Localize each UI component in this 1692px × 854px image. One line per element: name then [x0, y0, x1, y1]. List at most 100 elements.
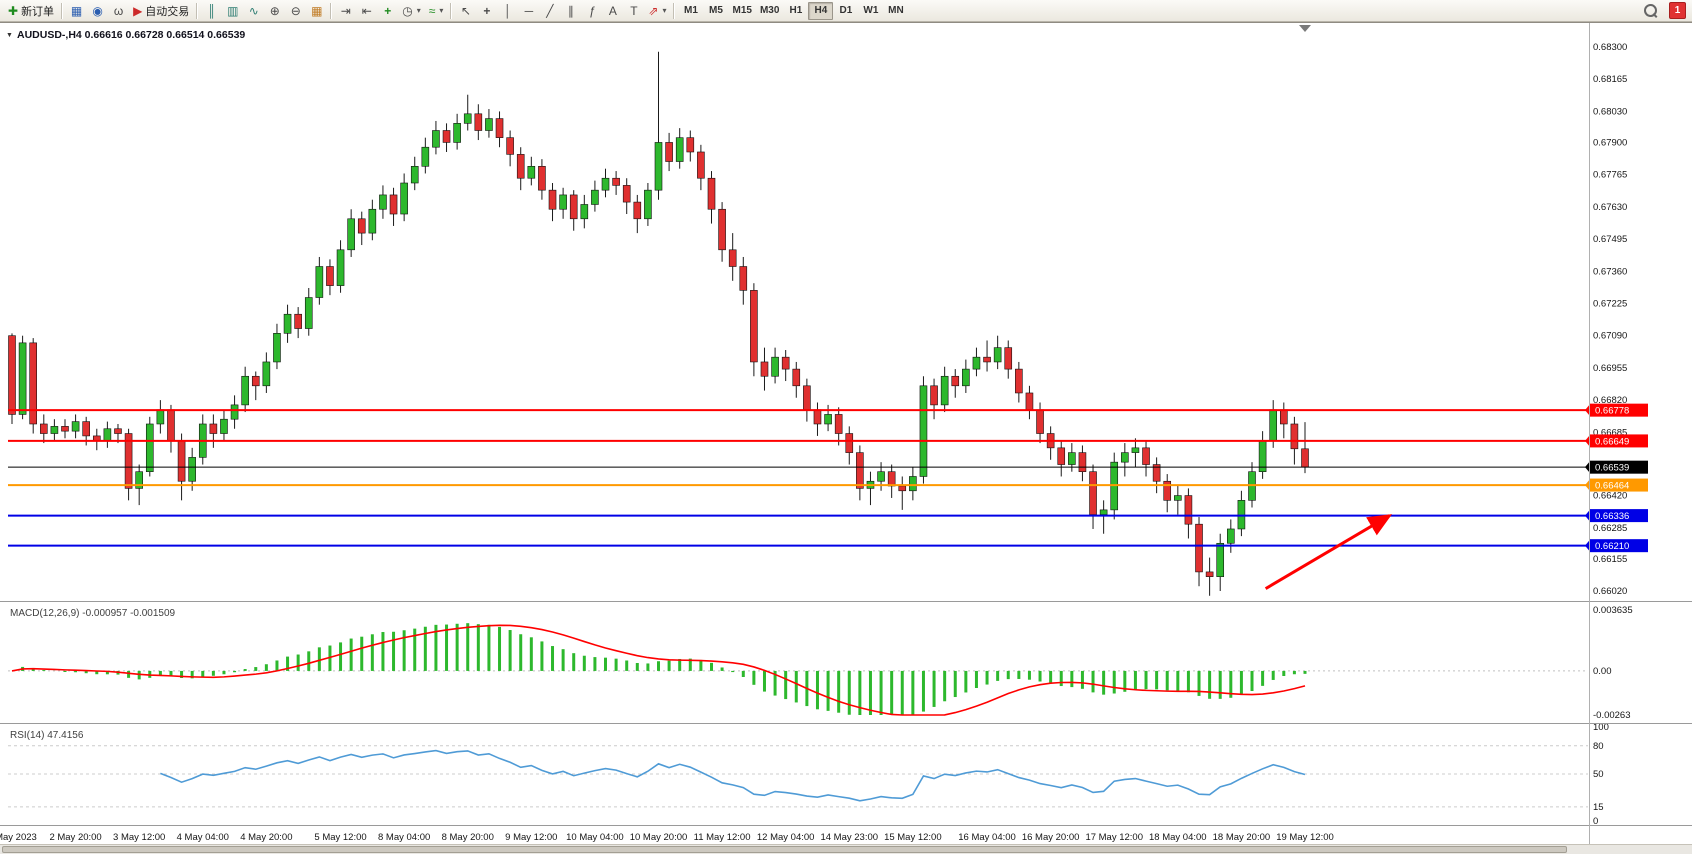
svg-text:0.68030: 0.68030: [1593, 106, 1627, 117]
timeframe-button-d1[interactable]: D1: [833, 2, 858, 20]
toolbar-right-group: 1: [1640, 1, 1688, 20]
svg-text:17 May 12:00: 17 May 12:00: [1085, 832, 1143, 843]
channel-button[interactable]: ∥: [560, 1, 581, 20]
new-order-icon: ✚: [8, 3, 19, 18]
horizontal-scrollbar[interactable]: [0, 844, 1692, 854]
autotrading-icon: ▶: [133, 3, 143, 18]
crosshair-icon: +: [483, 3, 491, 18]
chart-shift-icon: ⇤: [361, 3, 372, 18]
svg-text:0.68300: 0.68300: [1593, 42, 1627, 53]
svg-text:2 May 20:00: 2 May 20:00: [49, 832, 101, 843]
chart-window[interactable]: 0.68300 0.68165 0.68030 0.67900 0.67765 0.676…: [0, 22, 1692, 854]
svg-text:10 May 20:00: 10 May 20:00: [630, 832, 688, 843]
svg-text:0.66420: 0.66420: [1593, 491, 1627, 502]
candlestick-chart-button[interactable]: ▥: [222, 1, 243, 20]
line-chart-button[interactable]: ∿: [243, 1, 264, 20]
price-chart[interactable]: 0.68300 0.68165 0.68030 0.67900 0.67765 0.676…: [0, 23, 1692, 845]
periods-button[interactable]: ◷ ▾: [398, 1, 425, 20]
navigator-button[interactable]: ω: [108, 1, 129, 20]
timeframe-button-m30[interactable]: M30: [756, 2, 783, 20]
time-axis[interactable]: 2 May 2023 2 May 20:00 3 May 12:00 4 May 04…: [0, 832, 1334, 843]
scrollbar-thumb[interactable]: [2, 846, 1568, 853]
timeframe-button-m15[interactable]: M15: [728, 2, 755, 20]
toolbar-separator: [673, 2, 676, 19]
autotrading-button[interactable]: ▶ 自动交易: [129, 1, 193, 20]
zoom-in-icon: ⊕: [269, 3, 280, 18]
chart-shift-button[interactable]: ⇤: [356, 1, 377, 20]
text-button[interactable]: A: [602, 1, 623, 20]
rsi-pane[interactable]: 100 80 50 15 0: [8, 722, 1609, 827]
svg-text:11 May 12:00: 11 May 12:00: [694, 832, 751, 843]
timeframe-button-m1[interactable]: M1: [678, 2, 703, 20]
candlestick-chart-icon: ▥: [227, 3, 239, 18]
svg-text:4 May 04:00: 4 May 04:00: [177, 832, 229, 843]
auto-scroll-button[interactable]: ⇥: [335, 1, 356, 20]
svg-text:0.66210: 0.66210: [1595, 541, 1629, 552]
chevron-down-icon: ▾: [439, 6, 444, 15]
svg-text:0.66820: 0.66820: [1593, 395, 1627, 406]
crosshair-button[interactable]: +: [476, 1, 497, 20]
level-lines-layer[interactable]: 0.667780.666490.665390.664640.663360.662…: [8, 403, 1648, 553]
templates-button[interactable]: ≈ ▾: [425, 1, 448, 20]
tile-windows-icon: ▦: [311, 3, 323, 18]
bar-chart-icon: ║: [207, 3, 217, 18]
svg-text:0.003635: 0.003635: [1593, 605, 1633, 616]
horizontal-line-button[interactable]: ─: [518, 1, 539, 20]
notification-badge[interactable]: 1: [1669, 2, 1686, 19]
svg-text:0.66685: 0.66685: [1593, 427, 1627, 438]
svg-text:18 May 20:00: 18 May 20:00: [1213, 832, 1271, 843]
search-button[interactable]: [1640, 1, 1661, 20]
market-watch-icon: ◉: [92, 3, 103, 18]
charts-button[interactable]: ▦: [66, 1, 87, 20]
collapse-arrow-icon[interactable]: ▼: [6, 32, 13, 39]
svg-text:0.66285: 0.66285: [1593, 523, 1627, 534]
svg-text:0.66336: 0.66336: [1595, 511, 1629, 522]
fibonacci-icon: ƒ: [588, 3, 596, 18]
svg-text:2 May 2023: 2 May 2023: [0, 832, 37, 843]
timeframe-button-w1[interactable]: W1: [858, 2, 883, 20]
new-order-button[interactable]: ✚ 新订单: [4, 1, 58, 20]
arrows-button[interactable]: ⇗ ▾: [644, 1, 670, 20]
zoom-in-button[interactable]: ⊕: [264, 1, 285, 20]
svg-text:15: 15: [1593, 802, 1604, 813]
cursor-button[interactable]: ↖: [455, 1, 476, 20]
svg-text:0.67360: 0.67360: [1593, 266, 1627, 277]
svg-text:12 May 04:00: 12 May 04:00: [757, 832, 815, 843]
bar-chart-button[interactable]: ║: [201, 1, 222, 20]
timeframe-button-h1[interactable]: H1: [783, 2, 808, 20]
autotrading-label: 自动交易: [145, 5, 190, 18]
vertical-line-button[interactable]: │: [497, 1, 518, 20]
timeframe-button-h4[interactable]: H4: [808, 1, 834, 20]
svg-text:0.66649: 0.66649: [1595, 436, 1629, 447]
svg-text:0.66155: 0.66155: [1593, 554, 1627, 565]
svg-text:19 May 12:00: 19 May 12:00: [1276, 832, 1334, 843]
svg-text:0.66778: 0.66778: [1595, 406, 1629, 417]
arrows-icon: ⇗: [648, 3, 659, 18]
zoom-out-button[interactable]: ⊖: [285, 1, 306, 20]
svg-text:0.67090: 0.67090: [1593, 331, 1627, 342]
text-icon: A: [608, 3, 617, 18]
trendline-icon: ╱: [546, 3, 554, 18]
fibonacci-button[interactable]: ƒ: [581, 1, 602, 20]
chevron-down-icon: ▾: [662, 6, 667, 15]
timeframe-button-m5[interactable]: M5: [703, 2, 728, 20]
indicators-button[interactable]: +: [377, 1, 398, 20]
market-watch-button[interactable]: ◉: [87, 1, 108, 20]
timeframe-button-mn[interactable]: MN: [883, 2, 908, 20]
text-label-icon: T: [630, 3, 638, 18]
svg-text:8 May 04:00: 8 May 04:00: [378, 832, 430, 843]
svg-text:10 May 04:00: 10 May 04:00: [566, 832, 624, 843]
macd-pane[interactable]: 0.003635 0.00 -0.00263: [8, 605, 1633, 721]
price-axis[interactable]: 0.68300 0.68165 0.68030 0.67900 0.67765 0.676…: [1299, 25, 1627, 597]
svg-text:9 May 12:00: 9 May 12:00: [505, 832, 557, 843]
trendline-button[interactable]: ╱: [539, 1, 560, 20]
svg-text:8 May 20:00: 8 May 20:00: [442, 832, 494, 843]
tile-windows-button[interactable]: ▦: [306, 1, 327, 20]
svg-text:0.66020: 0.66020: [1593, 586, 1627, 597]
vertical-line-icon: │: [504, 3, 512, 18]
toolbar-separator: [196, 2, 199, 19]
svg-text:0.00: 0.00: [1593, 666, 1612, 677]
svg-text:0.66539: 0.66539: [1595, 463, 1629, 474]
toolbar: ✚ 新订单 ▦ ◉ ω ▶ 自动交易 ║ ▥ ∿ ⊕ ⊖ ▦ ⇥ ⇤ + ◷ ▾…: [0, 0, 1692, 22]
text-label-button[interactable]: T: [623, 1, 644, 20]
